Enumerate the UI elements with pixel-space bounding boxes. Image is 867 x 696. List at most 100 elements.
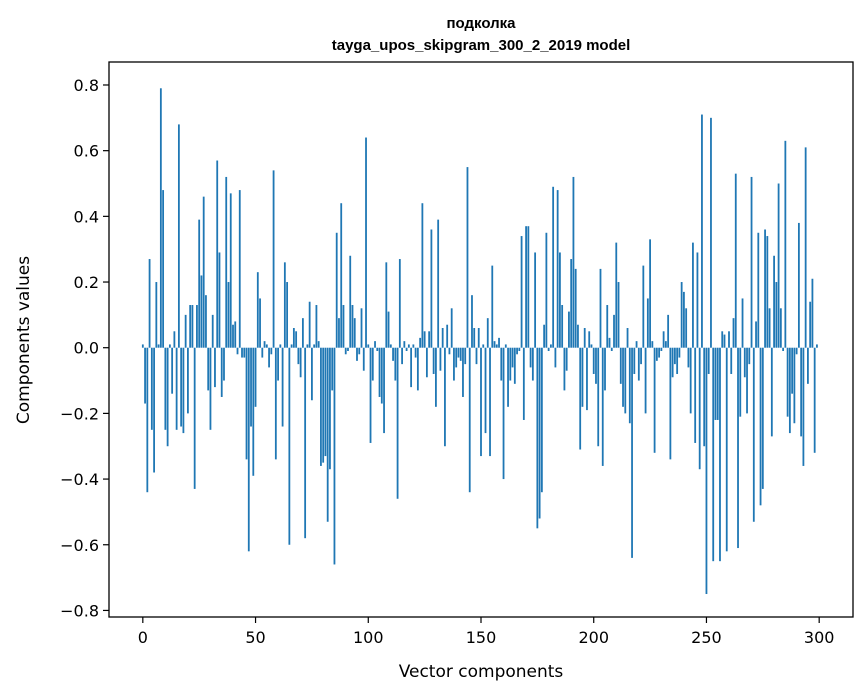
bar-152 — [484, 347, 487, 434]
bar-230 — [660, 347, 663, 351]
bar-277 — [766, 236, 769, 348]
bar-20 — [187, 347, 189, 414]
bar-151 — [482, 344, 485, 348]
bar-40 — [232, 324, 234, 348]
bar-138 — [453, 347, 455, 381]
bar-78 — [317, 341, 320, 348]
bar-90 — [344, 347, 347, 355]
bar-139 — [455, 347, 458, 368]
bar-48 — [250, 347, 252, 427]
bar-132 — [439, 347, 442, 371]
x-tick-label: 150 — [466, 628, 497, 647]
bar-193 — [577, 324, 579, 348]
bar-167 — [518, 347, 521, 351]
bar-288 — [791, 347, 794, 394]
bar-136 — [448, 347, 451, 355]
bar-4 — [150, 347, 153, 430]
bar-285 — [784, 140, 787, 348]
bar-146 — [471, 295, 473, 348]
bar-248 — [701, 114, 703, 348]
bar-9 — [162, 190, 165, 348]
bar-2 — [146, 347, 149, 493]
bar-269 — [748, 347, 751, 365]
bar-271 — [752, 347, 755, 522]
bar-216 — [628, 347, 631, 424]
bar-206 — [606, 305, 609, 348]
bar-185 — [559, 252, 561, 348]
bar-88 — [340, 203, 343, 348]
y-tick-label: 0.8 — [74, 76, 99, 95]
bar-109 — [387, 311, 390, 348]
bar-281 — [775, 282, 778, 348]
bar-236 — [673, 347, 676, 365]
bar-142 — [462, 347, 464, 397]
bar-74 — [308, 301, 311, 348]
bar-58 — [272, 170, 275, 348]
bar-36 — [223, 347, 225, 381]
bar-156 — [493, 341, 496, 348]
bar-259 — [725, 347, 728, 552]
bar-168 — [520, 236, 523, 348]
bar-173 — [531, 347, 534, 381]
bar-175 — [536, 347, 539, 529]
bar-287 — [788, 347, 791, 434]
bar-187 — [563, 347, 566, 391]
bar-210 — [615, 242, 618, 348]
bar-114 — [398, 259, 401, 348]
bar-64 — [286, 282, 289, 348]
bar-190 — [570, 259, 573, 348]
bar-95 — [356, 347, 358, 361]
bar-237 — [676, 347, 679, 374]
bar-123 — [419, 337, 422, 348]
bar-107 — [383, 347, 385, 434]
bar-103 — [374, 341, 376, 348]
bar-253 — [712, 347, 715, 562]
bar-266 — [741, 298, 744, 348]
bar-224 — [646, 298, 649, 348]
bar-135 — [446, 324, 449, 348]
bar-5 — [153, 347, 155, 473]
bar-13 — [171, 347, 174, 394]
bar-63 — [283, 262, 286, 348]
bar-72 — [304, 347, 307, 539]
bar-69 — [297, 347, 300, 365]
y-tick-label: 0.2 — [74, 273, 99, 292]
bar-70 — [299, 347, 302, 378]
bar-34 — [218, 252, 221, 348]
y-axis-ticks: −0.8 −0.6 −0.4 −0.2 0.0 0.2 0.4 0.6 0.8 — [60, 76, 109, 620]
bar-264 — [737, 347, 739, 549]
bar-291 — [797, 222, 800, 348]
bar-225 — [649, 239, 651, 348]
bar-26 — [200, 275, 203, 348]
bar-265 — [739, 347, 742, 417]
bar-251 — [707, 347, 710, 374]
bar-218 — [633, 347, 636, 374]
bar-188 — [565, 347, 568, 371]
bar-86 — [335, 232, 338, 348]
bar-6 — [155, 282, 158, 348]
bar-191 — [572, 176, 575, 348]
bar-75 — [311, 347, 313, 401]
bar-137 — [450, 308, 453, 348]
bar-176 — [538, 347, 541, 519]
bar-97 — [360, 308, 363, 348]
bar-29 — [207, 347, 210, 391]
bar-93 — [351, 305, 354, 348]
bar-101 — [369, 347, 372, 443]
bar-163 — [509, 347, 512, 381]
bar-16 — [177, 124, 180, 348]
bar-61 — [279, 344, 282, 348]
chart-title-line2: tayga_upos_skipgram_300_2_2019 model — [332, 37, 631, 54]
bar-171 — [527, 226, 530, 348]
bar-233 — [667, 314, 670, 348]
bar-23 — [193, 347, 196, 489]
bar-41 — [234, 321, 237, 348]
bar-241 — [685, 308, 688, 348]
bar-113 — [396, 347, 399, 499]
bar-161 — [504, 344, 507, 348]
bars-group — [141, 88, 818, 595]
bar-229 — [658, 347, 661, 358]
bar-94 — [353, 318, 356, 348]
bar-91 — [347, 347, 349, 351]
bar-116 — [403, 341, 406, 348]
